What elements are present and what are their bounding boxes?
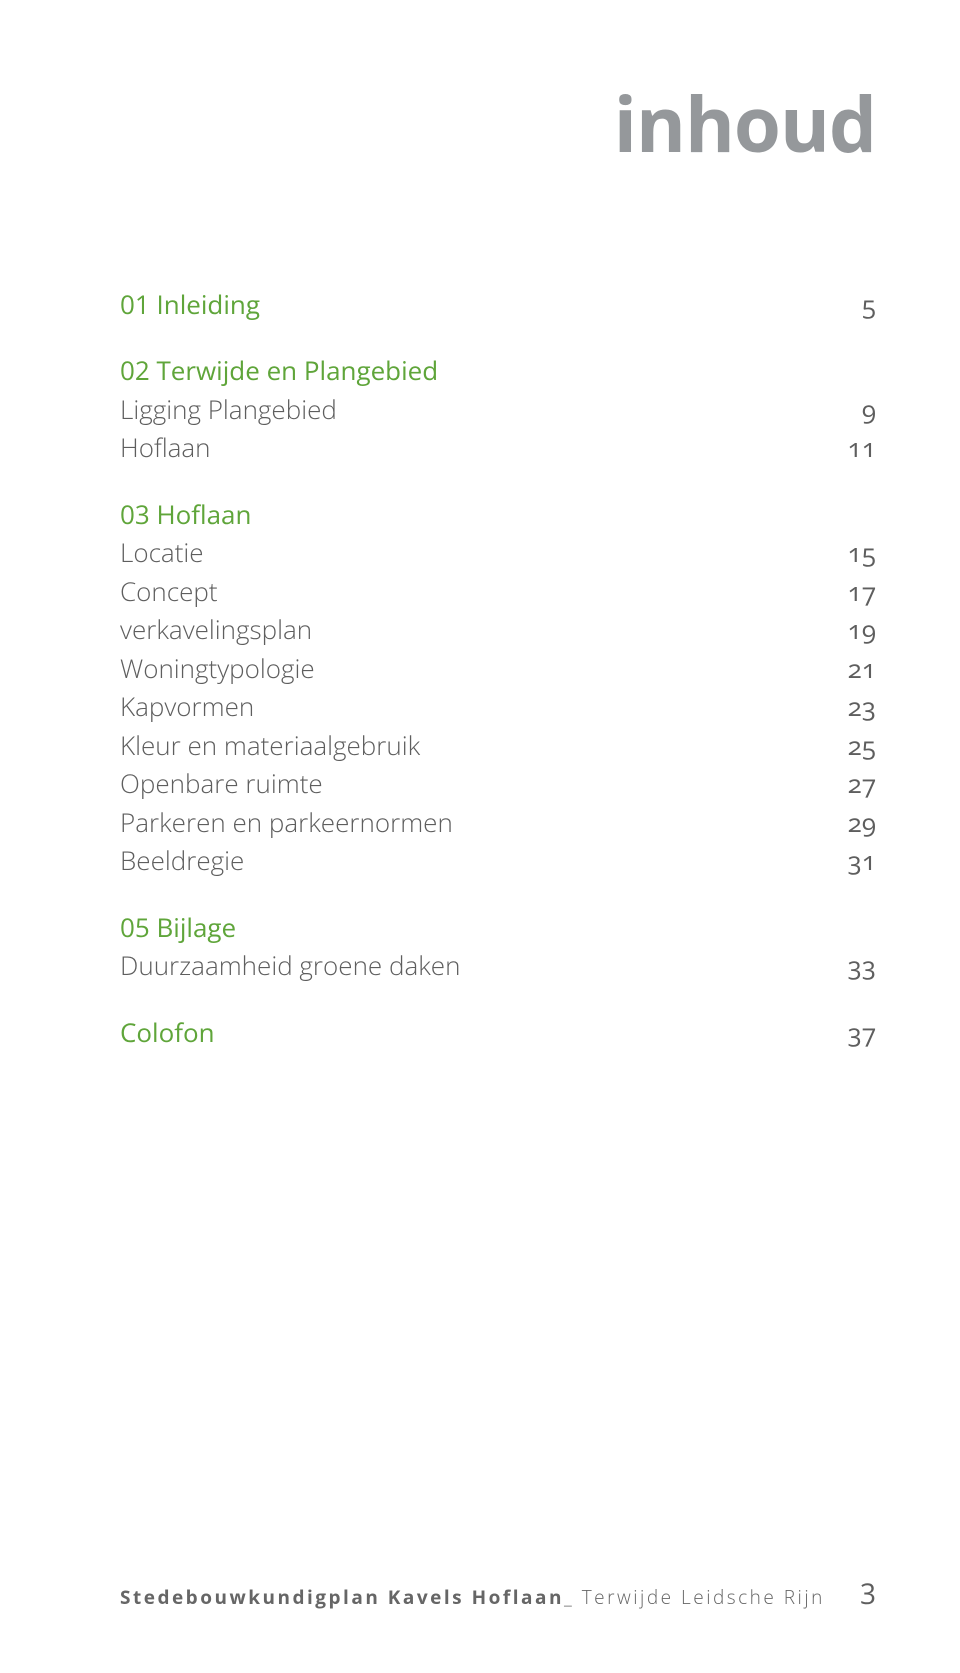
toc-item-row: Kleur en materiaalgebruik25 bbox=[120, 726, 876, 764]
footer-light: Terwijde Leidsche Rijn bbox=[582, 1584, 825, 1610]
toc-item-row: Ligging Plangebied9 bbox=[120, 390, 876, 428]
toc-item-page: 25 bbox=[816, 726, 876, 764]
footer-text: Stedebouwkundigplan Kavels Hoflaan_ Terw… bbox=[120, 1584, 825, 1610]
toc-heading: 05 Bijlage bbox=[120, 908, 816, 946]
toc-heading-row: Colofon37 bbox=[120, 1013, 876, 1051]
footer: Stedebouwkundigplan Kavels Hoflaan_ Terw… bbox=[120, 1575, 876, 1613]
toc-heading: 03 Hoflaan bbox=[120, 495, 816, 533]
toc-item-label: Locatie bbox=[120, 533, 816, 571]
toc-item-label: Woningtypologie bbox=[120, 649, 816, 687]
toc-item-row: Concept17 bbox=[120, 572, 876, 610]
toc-heading-row: 01 Inleiding5 bbox=[120, 285, 876, 323]
toc-item-label: Kapvormen bbox=[120, 687, 816, 725]
toc-item-label: Parkeren en parkeernormen bbox=[120, 803, 816, 841]
toc-heading: Colofon bbox=[120, 1013, 816, 1051]
toc-item-label: Beeldregie bbox=[120, 841, 816, 879]
toc-heading-page: 37 bbox=[816, 1013, 876, 1051]
toc-item-row: Duurzaamheid groene daken33 bbox=[120, 946, 876, 984]
toc-item-page: 11 bbox=[816, 428, 876, 466]
toc-heading-row: 02 Terwijde en Plangebied bbox=[120, 351, 876, 389]
toc-section: 03 HoflaanLocatie15Concept17verkavelings… bbox=[120, 495, 876, 880]
toc-item-label: Ligging Plangebied bbox=[120, 390, 816, 428]
toc-item-label: Kleur en materiaalgebruik bbox=[120, 726, 816, 764]
toc-item-page: 33 bbox=[816, 946, 876, 984]
toc-heading-row: 05 Bijlage bbox=[120, 908, 876, 946]
toc-heading-page: 5 bbox=[816, 285, 876, 323]
toc-item-label: Openbare ruimte bbox=[120, 764, 816, 802]
toc-item-page: 9 bbox=[816, 390, 876, 428]
toc-item-page: 29 bbox=[816, 803, 876, 841]
toc-item-row: Locatie15 bbox=[120, 533, 876, 571]
toc-item-row: Woningtypologie21 bbox=[120, 649, 876, 687]
page: inhoud 01 Inleiding502 Terwijde en Plang… bbox=[0, 0, 960, 1673]
toc-item-page: 19 bbox=[816, 610, 876, 648]
toc-item-page: 17 bbox=[816, 572, 876, 610]
toc-item-row: Beeldregie31 bbox=[120, 841, 876, 879]
toc-item-row: Kapvormen23 bbox=[120, 687, 876, 725]
toc-item-page: 27 bbox=[816, 764, 876, 802]
footer-sep: _ bbox=[564, 1584, 582, 1610]
toc-item-row: verkavelingsplan19 bbox=[120, 610, 876, 648]
toc-item-row: Parkeren en parkeernormen29 bbox=[120, 803, 876, 841]
toc-item-page: 21 bbox=[816, 649, 876, 687]
table-of-contents: 01 Inleiding502 Terwijde en PlangebiedLi… bbox=[120, 285, 876, 1051]
page-title: inhoud bbox=[120, 72, 876, 175]
page-number: 3 bbox=[860, 1575, 876, 1613]
toc-item-label: verkavelingsplan bbox=[120, 610, 816, 648]
toc-item-label: Duurzaamheid groene daken bbox=[120, 946, 816, 984]
toc-item-row: Openbare ruimte27 bbox=[120, 764, 876, 802]
toc-heading: 02 Terwijde en Plangebied bbox=[120, 351, 816, 389]
toc-item-page: 31 bbox=[816, 841, 876, 879]
toc-heading: 01 Inleiding bbox=[120, 285, 816, 323]
toc-item-page: 23 bbox=[816, 687, 876, 725]
toc-section: 01 Inleiding5 bbox=[120, 285, 876, 323]
toc-item-row: Hoflaan11 bbox=[120, 428, 876, 466]
toc-section: Colofon37 bbox=[120, 1013, 876, 1051]
toc-section: 02 Terwijde en PlangebiedLigging Plangeb… bbox=[120, 351, 876, 466]
toc-heading-row: 03 Hoflaan bbox=[120, 495, 876, 533]
toc-section: 05 BijlageDuurzaamheid groene daken33 bbox=[120, 908, 876, 985]
toc-item-label: Concept bbox=[120, 572, 816, 610]
footer-bold: Stedebouwkundigplan Kavels Hoflaan bbox=[120, 1584, 564, 1610]
toc-item-page: 15 bbox=[816, 533, 876, 571]
toc-item-label: Hoflaan bbox=[120, 428, 816, 466]
